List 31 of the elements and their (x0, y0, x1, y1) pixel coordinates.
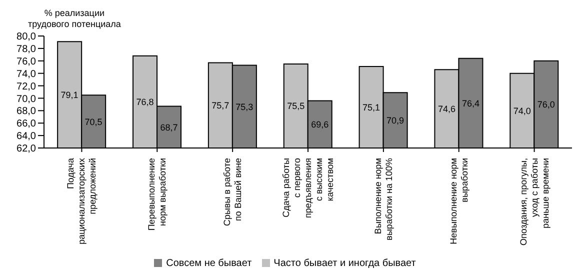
y-axis-title: % реализации трудового потенциала (28, 8, 121, 30)
data-label: 79,1 (60, 90, 78, 100)
data-label: 69,6 (311, 120, 329, 130)
data-label: 68,7 (160, 122, 178, 132)
data-label: 75,3 (236, 102, 254, 112)
x-tick-label: Срывы в работе по Вашей вине (222, 158, 244, 226)
data-label: 76,8 (136, 97, 154, 108)
y-tick-label: 72,0 (16, 81, 36, 92)
x-tick-label: Невыполнение норм выработки (448, 158, 470, 244)
data-label: 70,9 (386, 116, 404, 126)
y-tick-label: 62,0 (16, 144, 36, 155)
y-tick-label: 78,0 (16, 44, 36, 55)
legend-label: Совсем не бывает (166, 258, 252, 269)
data-label: 75,1 (362, 102, 380, 112)
y-tick-label: 64,0 (16, 131, 36, 142)
y-tick-label: 74,0 (16, 68, 36, 80)
y-tick-label: 68,0 (16, 106, 36, 118)
y-tick-label: 76,0 (16, 56, 36, 68)
data-label: 75,5 (287, 101, 305, 112)
data-label: 74,6 (438, 104, 456, 114)
x-tick-label: Сдача работы с первого предъявления с высоким качеством (281, 158, 335, 218)
data-label: 70,5 (84, 116, 102, 127)
data-label: 76,0 (537, 100, 555, 110)
x-tick-label: Подача рационализаторских предложений (66, 158, 98, 244)
data-label: 76,4 (462, 98, 480, 108)
legend-label: Часто бывает и иногда бывает (274, 258, 416, 269)
y-tick-label: 80,0 (16, 32, 36, 43)
y-tick-label: 70,0 (16, 94, 36, 105)
data-label: 74,0 (513, 106, 531, 116)
y-tick-label: 66,0 (16, 118, 36, 130)
data-label: 75,7 (212, 100, 230, 111)
